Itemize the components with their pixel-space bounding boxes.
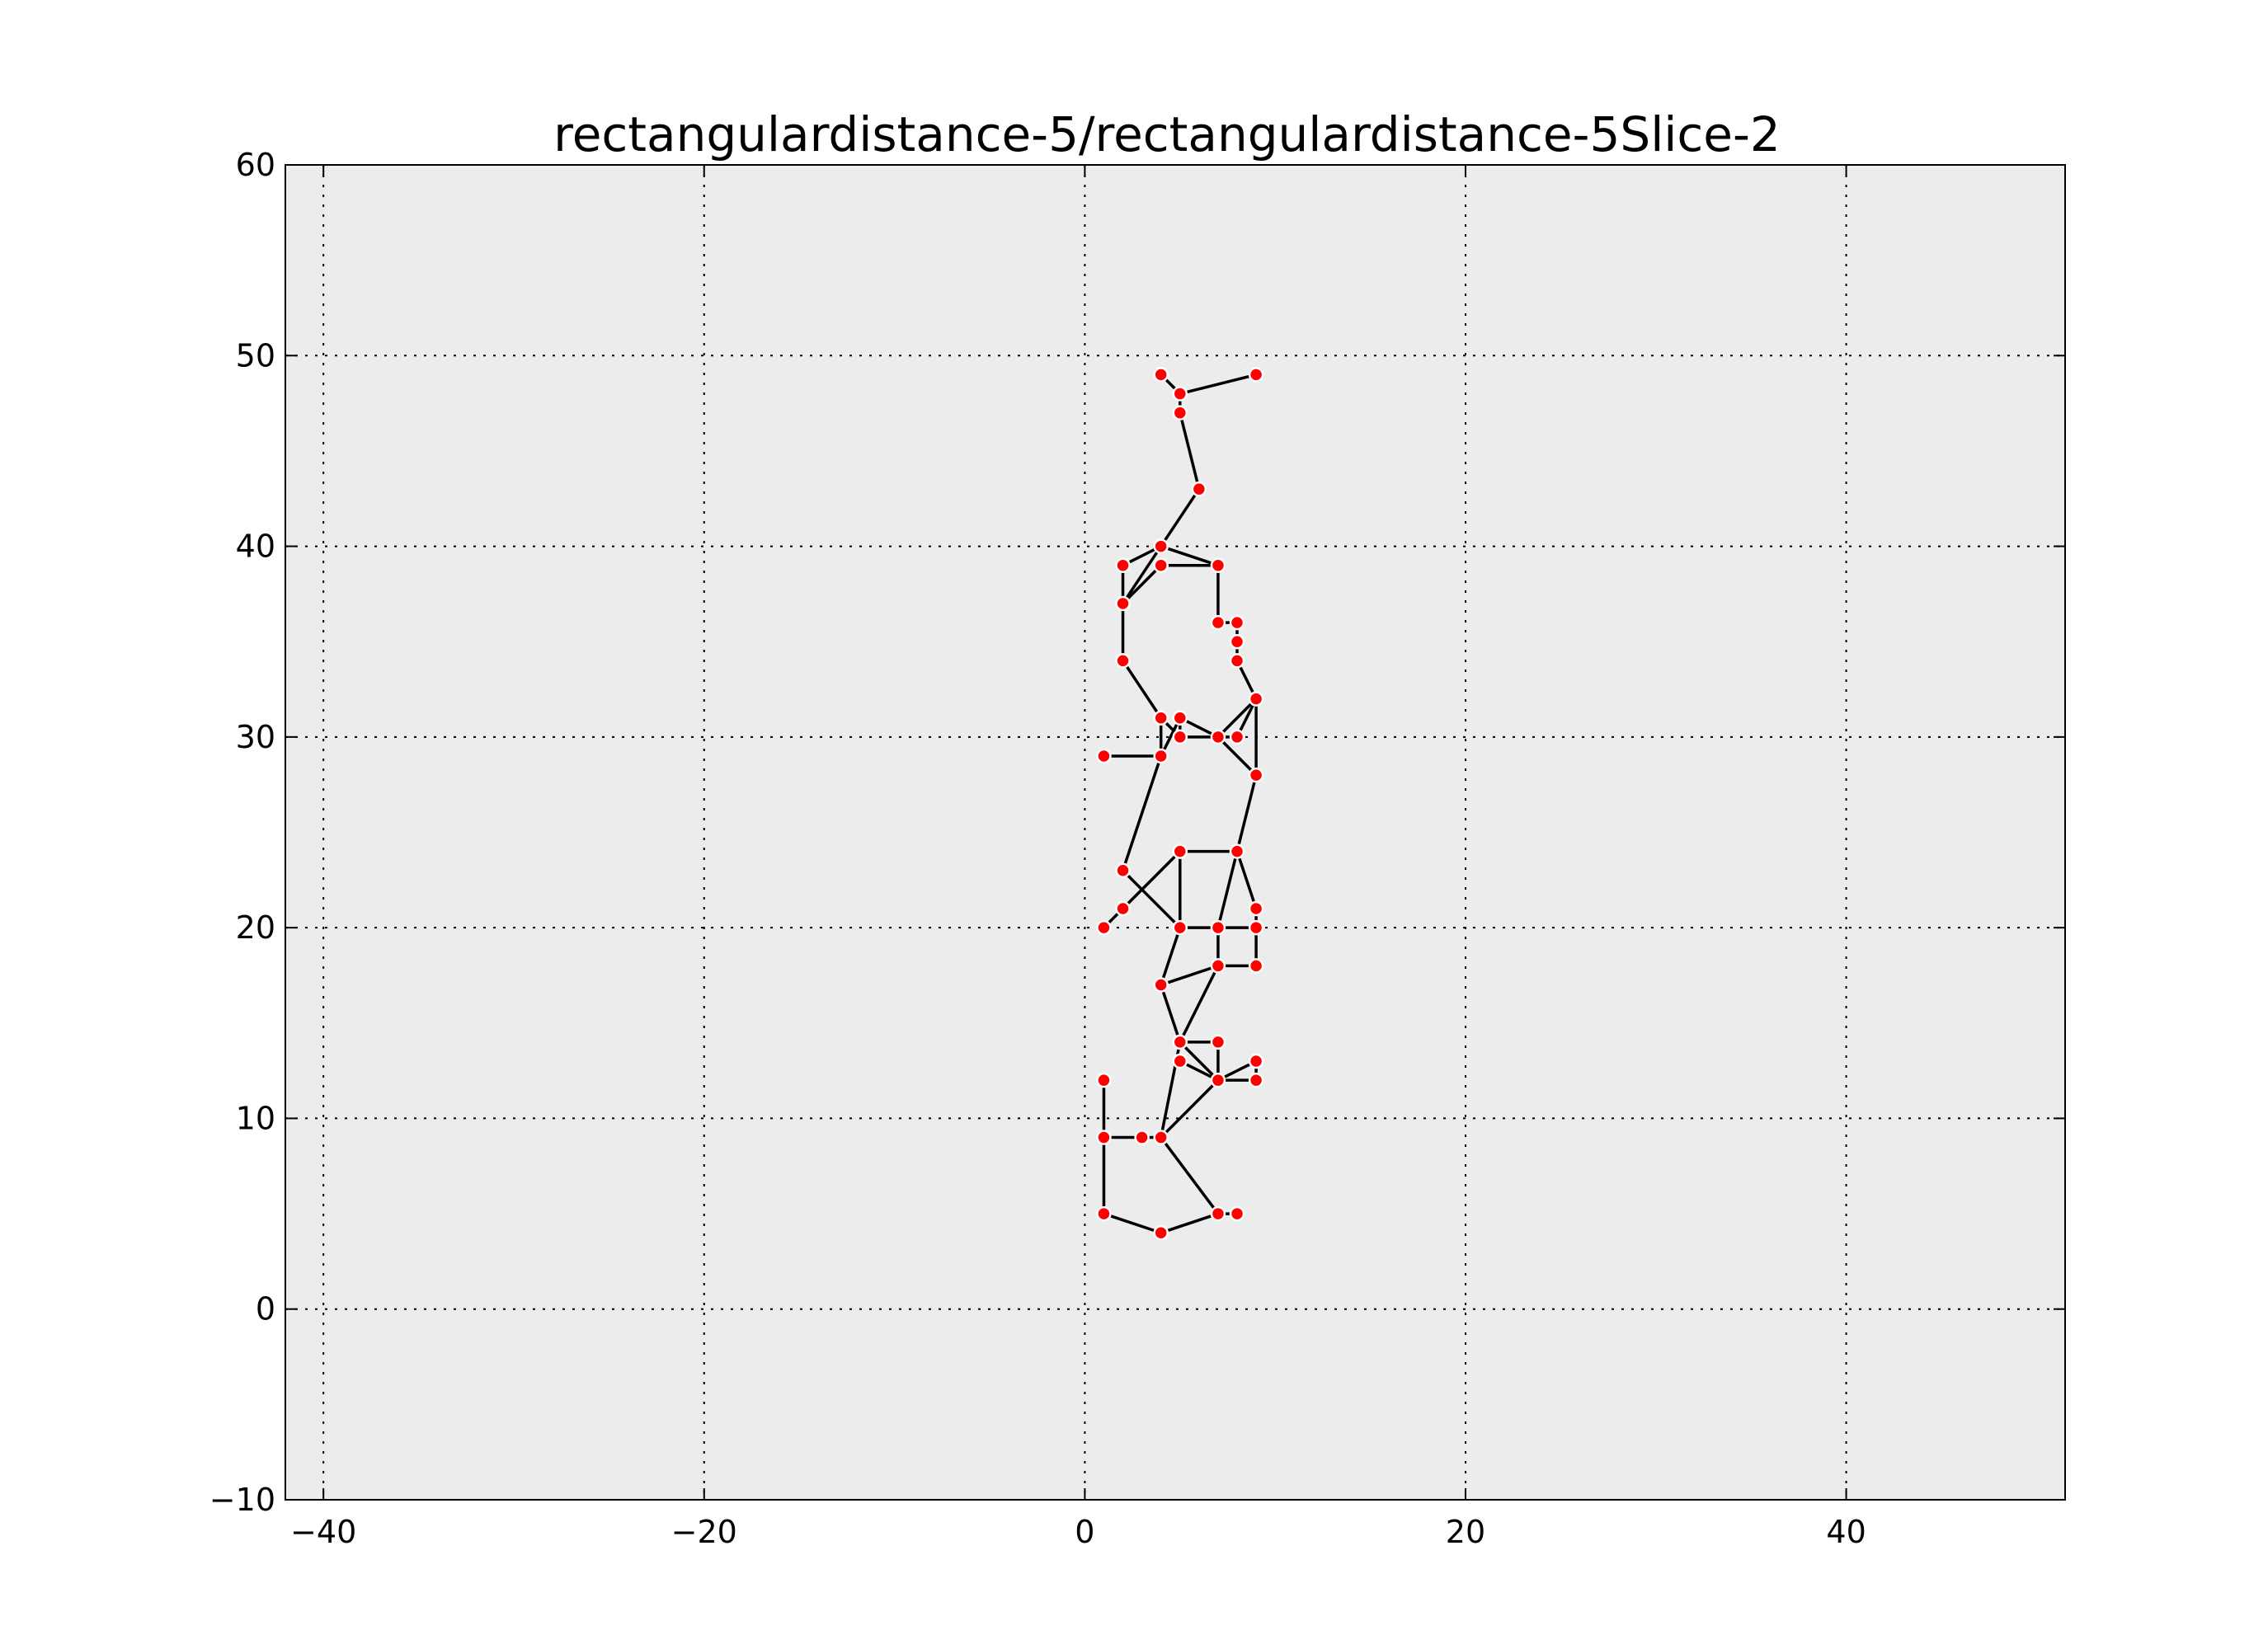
graph-node	[1172, 1034, 1188, 1050]
graph-node	[1153, 748, 1169, 764]
graph-node	[1229, 653, 1245, 669]
x-tick-label: 20	[1446, 1514, 1485, 1550]
graph-node	[1172, 710, 1188, 726]
y-tick-label: 60	[236, 147, 275, 183]
graph-node	[1115, 557, 1131, 573]
graph-edge	[1121, 755, 1163, 871]
y-tick-label: 10	[236, 1100, 275, 1136]
graph-edge	[1103, 1212, 1162, 1234]
graph-node	[1115, 595, 1131, 612]
graph-edge	[1122, 660, 1163, 719]
graph-node	[1096, 1130, 1112, 1145]
graph-node	[1172, 405, 1188, 420]
graph-edge	[1216, 851, 1239, 928]
graph-node	[1153, 538, 1169, 554]
x-tick-label: 0	[1075, 1514, 1094, 1550]
graph-node	[1210, 919, 1226, 936]
plot-area	[285, 164, 2066, 1501]
graph-node	[1153, 977, 1169, 993]
graph-edge	[1160, 1078, 1220, 1139]
graph-node	[1153, 557, 1169, 573]
graph-node	[1210, 958, 1226, 974]
graph-node	[1096, 1205, 1112, 1222]
graph-edge	[1216, 698, 1258, 739]
graph-edge	[1160, 984, 1182, 1043]
graph-edge	[1160, 1212, 1219, 1234]
graph-edge	[1160, 964, 1219, 987]
graph-node	[1172, 843, 1188, 859]
graph-node	[1248, 1072, 1264, 1088]
graph-node	[1191, 481, 1207, 497]
y-tick-label: 0	[256, 1291, 275, 1327]
graph-node	[1248, 691, 1264, 707]
graph-node	[1229, 614, 1245, 631]
graph-node	[1115, 862, 1131, 879]
graph-node	[1096, 1072, 1112, 1088]
graph-edge	[1235, 851, 1258, 909]
y-tick-label: 20	[236, 909, 275, 946]
ticks: −40 −20 0 20 40 −10 0 10 20 30 40 50 60	[209, 147, 2065, 1550]
graph-node	[1210, 1034, 1226, 1050]
graph-edge	[1235, 774, 1258, 853]
graph-node	[1229, 633, 1245, 650]
graph-node	[1153, 1224, 1169, 1241]
graph-node	[1210, 1072, 1226, 1088]
graph-node	[1248, 1053, 1264, 1069]
graph-edge	[1122, 850, 1182, 910]
x-tick-label: −20	[671, 1514, 737, 1550]
graph-node	[1248, 767, 1264, 783]
graph-node	[1210, 1205, 1226, 1222]
x-tick-label: −40	[290, 1514, 356, 1550]
graph-node	[1115, 653, 1131, 669]
graph-node	[1248, 367, 1264, 383]
graph-node	[1172, 729, 1188, 745]
graph-node	[1210, 729, 1226, 745]
graph-edge	[1179, 373, 1257, 396]
graph-node	[1134, 1130, 1150, 1145]
graph-node	[1172, 919, 1188, 936]
graph-node	[1115, 900, 1131, 917]
y-tick-label: 30	[236, 719, 275, 755]
graph-edge	[1160, 1136, 1220, 1215]
graph-node	[1153, 367, 1169, 383]
graph-node	[1248, 919, 1264, 936]
graph-node	[1096, 748, 1112, 764]
graph-edge	[1179, 965, 1220, 1043]
nodes	[1096, 367, 1264, 1241]
chart-title: rectangulardistance-5/rectangulardistanc…	[553, 106, 1781, 162]
graph-node	[1210, 614, 1226, 631]
graph-node	[1210, 557, 1226, 573]
graph-node	[1229, 729, 1245, 745]
graph-node	[1229, 843, 1245, 859]
graph-node	[1248, 900, 1264, 917]
graph-edge	[1216, 735, 1258, 777]
graph-edge	[1122, 545, 1163, 604]
graph-edge	[1122, 564, 1162, 605]
graph-edge	[1122, 869, 1182, 929]
graph-node	[1248, 958, 1264, 974]
graph-edge	[1160, 544, 1219, 567]
graph-node	[1153, 710, 1169, 726]
y-tick-label: −10	[209, 1482, 275, 1518]
graph-node	[1172, 386, 1188, 402]
y-tick-label: 50	[236, 337, 275, 373]
graph-edge	[1179, 412, 1201, 490]
graph-node	[1096, 919, 1112, 936]
graph-edge	[1160, 488, 1201, 547]
graph-node	[1172, 1053, 1188, 1069]
x-tick-label: 40	[1826, 1514, 1866, 1550]
graph-edge	[1160, 927, 1182, 986]
graph-edge	[1179, 1041, 1220, 1082]
y-tick-label: 40	[236, 529, 275, 565]
graph-node	[1229, 1205, 1245, 1222]
graph-node	[1153, 1130, 1169, 1145]
